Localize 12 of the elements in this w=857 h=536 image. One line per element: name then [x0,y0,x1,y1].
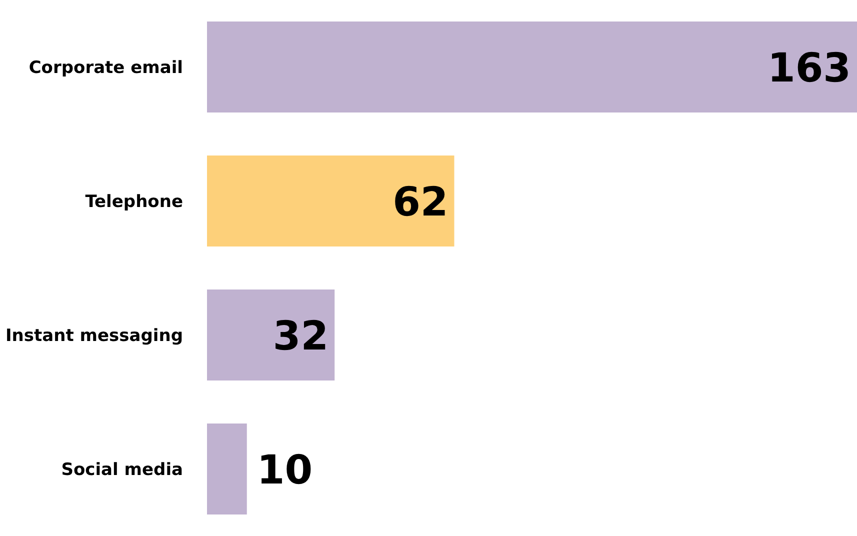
data-label: 10 [256,447,313,494]
bar [207,155,454,246]
bar [207,289,335,380]
y-tick-label: Corporate email [28,58,183,78]
bar [207,21,857,112]
y-tick-label: Social media [61,460,183,480]
y-tick-label: Telephone [85,192,183,212]
bar [207,423,247,514]
data-label: 163 [768,45,851,92]
data-label: 32 [272,313,329,360]
y-tick-label: Instant messaging [5,326,183,346]
data-label: 62 [392,179,448,226]
